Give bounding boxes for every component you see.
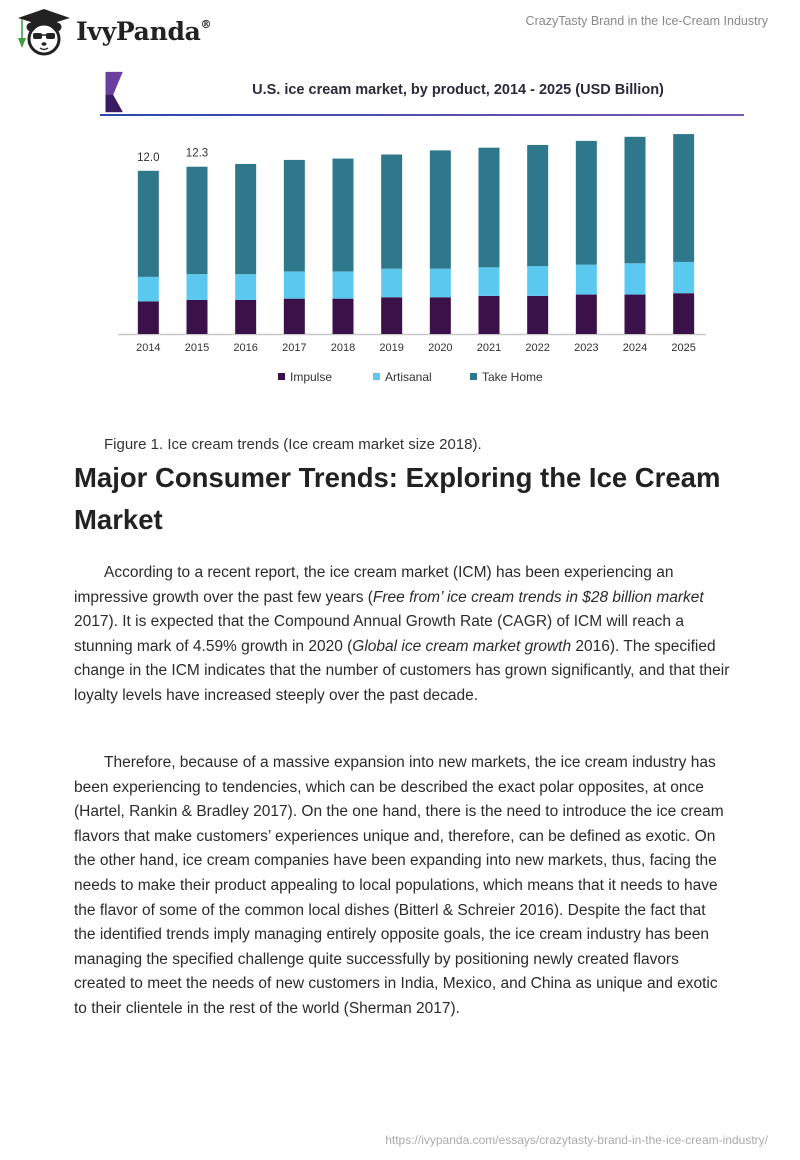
bar-impulse-2021 [478, 295, 500, 334]
legend-swatch-artisanal [373, 373, 380, 380]
bar-artisanal-2014 [137, 276, 159, 302]
legend-label: Take Home [482, 370, 543, 384]
bar-impulse-2023 [575, 294, 597, 334]
citation-title: Global ice cream market growth [352, 637, 572, 655]
bar-artisanal-2016 [235, 274, 257, 300]
text-run: According to a recent report, the ice cr… [74, 564, 674, 606]
x-tick-label: 2023 [574, 342, 598, 354]
bar-artisanal-2021 [478, 267, 500, 296]
bar-take-home-2023 [575, 140, 597, 265]
section-heading: Major Consumer Trends: Exploring the Ice… [74, 462, 721, 535]
bar-impulse-2018 [332, 298, 354, 334]
document-title: CrazyTasty Brand in the Ice-Cream Indust… [525, 14, 768, 28]
bar-impulse-2020 [429, 297, 451, 334]
bar-impulse-2015 [186, 300, 208, 334]
ivypanda-logo[interactable]: IvyPanda® [14, 6, 212, 56]
bar-take-home-2015 [186, 166, 208, 275]
bar-artisanal-2019 [381, 268, 403, 298]
data-label: 12.3 [186, 148, 208, 160]
x-tick-label: 2020 [428, 342, 452, 354]
legend-swatch-take-home [470, 373, 477, 380]
bar-take-home-2018 [332, 158, 354, 272]
chart-title-rule [100, 114, 744, 116]
bar-impulse-2024 [624, 294, 646, 334]
x-tick-label: 2022 [525, 342, 549, 354]
bar-artisanal-2018 [332, 271, 354, 299]
bar-take-home-2020 [429, 150, 451, 269]
bar-impulse-2016 [235, 300, 257, 334]
stacked-bar-chart: 2014 2015 2016 2017 2018 2019 2020 2021 2022 2023… [118, 134, 706, 384]
x-tick-label: 2017 [282, 342, 306, 354]
chart-title: U.S. ice cream market, by product, 2014 … [252, 82, 664, 98]
bar-take-home-2016 [235, 164, 257, 275]
paragraph-1: According to a recent report, the ice cr… [74, 561, 730, 709]
x-tick-label: 2025 [671, 342, 695, 354]
bar-take-home-2019 [381, 154, 403, 269]
source-url-link[interactable]: https://ivypanda.com/essays/crazytasty-b… [385, 1133, 768, 1147]
bar-impulse-2017 [283, 298, 305, 334]
chart-figure: U.S. ice cream market, by product, 2014 … [88, 68, 744, 398]
bar-impulse-2014 [137, 301, 159, 334]
bar-take-home-2021 [478, 147, 500, 268]
bar-artisanal-2017 [283, 271, 305, 299]
legend-label: Artisanal [385, 370, 432, 384]
bar-artisanal-2025 [673, 261, 695, 294]
panda-graduate-icon [14, 6, 74, 56]
legend-label: Impulse [290, 370, 332, 384]
text-run: 2016). The specified change in the ICM i… [74, 637, 730, 704]
bar-take-home-2022 [527, 144, 549, 266]
bar-artisanal-2024 [624, 263, 646, 295]
data-label: 12.0 [137, 152, 159, 164]
x-tick-label: 2015 [185, 342, 209, 354]
bar-impulse-2022 [527, 295, 549, 334]
x-tick-label: 2016 [233, 342, 257, 354]
text-run: 2017). It is expected that the Compound … [74, 613, 684, 655]
bar-artisanal-2022 [527, 266, 549, 296]
citation-title: Free from’ ice cream trends in $28 billi… [372, 588, 704, 606]
bar-artisanal-2020 [429, 268, 451, 298]
figure-caption: Figure 1. Ice cream trends (Ice cream ma… [104, 436, 482, 453]
bar-take-home-2024 [624, 136, 646, 264]
x-tick-label: 2018 [331, 342, 355, 354]
logo-text: IvyPanda® [76, 16, 212, 46]
x-tick-label: 2019 [379, 342, 403, 354]
x-tick-label: 2024 [623, 342, 647, 354]
bar-impulse-2025 [673, 293, 695, 334]
x-tick-label: 2021 [477, 342, 501, 354]
legend-swatch-impulse [278, 373, 285, 380]
x-tick-label: 2014 [136, 342, 160, 354]
bar-artisanal-2023 [575, 264, 597, 295]
bar-artisanal-2015 [186, 274, 208, 300]
bar-take-home-2014 [137, 170, 159, 277]
chart-banner-accent [105, 71, 123, 113]
bar-take-home-2025 [673, 134, 695, 262]
paragraph-2: Therefore, because of a massive expansio… [74, 754, 724, 1017]
page-header: IvyPanda® CrazyTasty Brand in the Ice-Cr… [0, 0, 800, 60]
bar-impulse-2019 [381, 297, 403, 334]
bar-take-home-2017 [283, 159, 305, 272]
